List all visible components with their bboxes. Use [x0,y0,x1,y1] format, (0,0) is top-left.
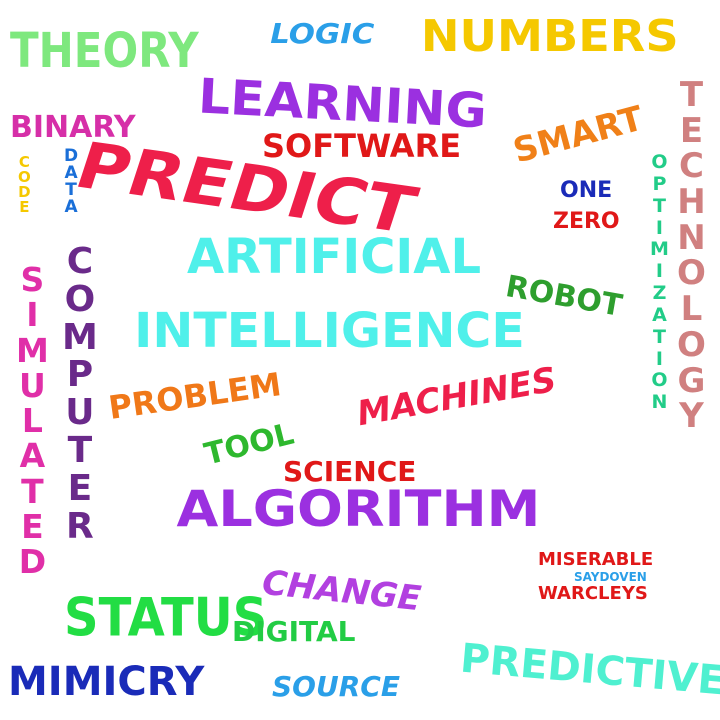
word-theory: THEORY [10,22,199,79]
vertical-letter: O [64,278,96,320]
word-artificial: ARTIFICIAL [187,229,482,285]
vertical-letter: L [680,289,703,330]
vertical-letter: A [652,303,667,326]
word-machines: MACHINES [354,359,560,435]
signature-logo: MISERABLE SAYDOVEN WARCLEYS [538,549,678,605]
signature-line-1: MISERABLE [538,549,654,570]
word-algorithm: ALGORITHM [176,480,541,538]
vertical-letter: N [677,217,706,258]
vertical-letter: A [64,163,78,183]
vertical-letter: P [66,354,94,396]
vertical-letter: Y [679,396,704,437]
word-intelligence: INTELLIGENCE [134,303,525,359]
word-status: STATUS [64,587,268,649]
vertical-letter: I [655,216,663,239]
vertical-letter: T [679,75,704,115]
vertical-letter: I [26,295,39,335]
vertical-letter: O [651,151,668,173]
word-source: SOURCE [272,670,400,703]
word-mimicry: MIMICRY [8,659,205,705]
vertical-letter: D [18,542,47,582]
signature-line-3: WARCLEYS [538,583,648,604]
vertical-letter: T [67,429,93,471]
vertical-letter: U [65,392,95,434]
word-binary: BINARY [10,110,136,145]
vertical-letter: L [21,401,43,441]
word-digital: DIGITAL [232,615,356,648]
vertical-letter: H [677,182,706,223]
vertical-letter: C [18,153,30,171]
vertical-letter: O [18,168,31,186]
vertical-letter: A [19,436,46,476]
word-science: SCIENCE [283,455,417,488]
vertical-letter: U [19,365,46,405]
word-software: SOFTWARE [262,127,462,165]
vertical-letter: O [651,369,668,392]
vertical-letter: A [64,197,78,217]
vertical-letter: I [655,347,663,370]
vertical-letter: C [678,146,704,187]
vertical-letter: E [67,467,93,509]
vertical-letter: M [62,316,98,358]
vertical-letter: C [66,241,94,282]
vertical-letter: I [655,260,663,283]
vertical-letter: M [16,330,49,370]
vertical-letter: D [18,183,31,201]
word-change: CHANGE [260,562,423,620]
word-logic: LOGIC [270,17,375,50]
vertical-letter: G [677,360,706,401]
vertical-letter: O [677,253,706,294]
vertical-letter: M [650,238,669,261]
vertical-letter: N [651,391,668,414]
vertical-letter: T [21,471,44,511]
word-numbers: NUMBERS [420,11,679,62]
vertical-letter: E [21,507,44,547]
vertical-letter: T [652,194,666,217]
word-smart: SMART [509,98,648,172]
word-predictive: PREDICTIVE [458,635,720,705]
word-problem: PROBLEM [106,365,284,427]
signature-line-2: SAYDOVEN [574,570,647,584]
vertical-letter: P [652,172,667,195]
word-one: ONE [560,178,613,203]
vertical-letter: Z [652,282,667,305]
vertical-letter: R [66,505,94,547]
vertical-letter: S [20,260,45,299]
vertical-letter: D [64,146,79,166]
vertical-letter: T [652,325,666,348]
vertical-letter: O [677,324,706,365]
vertical-letter: E [19,198,30,216]
word-zero: ZERO [553,209,620,234]
vertical-letter: T [65,180,77,200]
vertical-letter: E [679,110,704,151]
